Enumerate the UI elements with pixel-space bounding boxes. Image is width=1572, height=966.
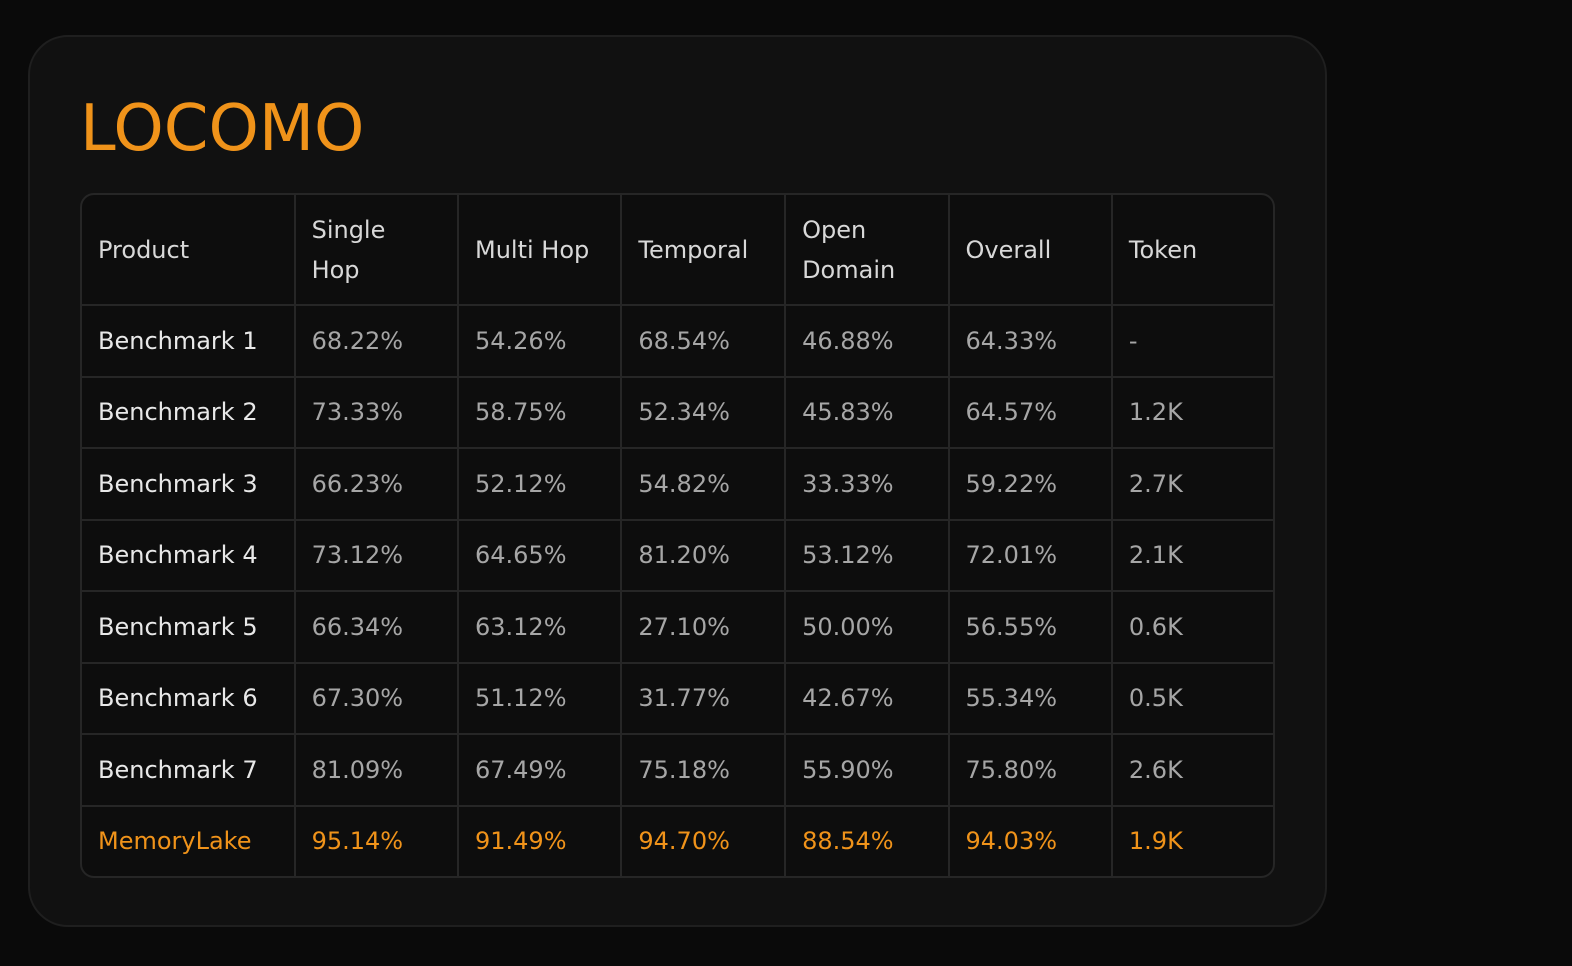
product-cell: Benchmark 4	[82, 520, 296, 592]
value-cell: 31.77%	[622, 663, 787, 735]
value-cell: 73.33%	[295, 377, 459, 449]
column-header: Temporal	[622, 195, 787, 306]
value-cell: 2.7K	[1112, 449, 1273, 521]
value-cell: 56.55%	[949, 592, 1113, 664]
value-cell: 54.26%	[458, 306, 623, 378]
value-cell: 81.20%	[622, 520, 787, 592]
product-cell: Benchmark 7	[82, 735, 296, 807]
table-row: Benchmark 3 66.23% 52.12% 54.82% 33.33% 59.22…	[82, 449, 1273, 521]
table-row: Benchmark 5 66.34% 63.12% 27.10% 50.00% 56.55…	[82, 592, 1273, 664]
column-header: Overall	[949, 195, 1113, 306]
table-row: Benchmark 6 67.30% 51.12% 31.77% 42.67% 55.34…	[82, 663, 1273, 735]
title: LOCOMO	[80, 92, 365, 166]
value-cell: 45.83%	[786, 377, 950, 449]
value-cell: 33.33%	[786, 449, 950, 521]
results-table: Product Single Hop Multi Hop Temporal Open D…	[80, 193, 1275, 878]
table-row: Benchmark 1 68.22% 54.26% 68.54% 46.88% 64.33…	[82, 306, 1273, 378]
value-cell: 1.9K	[1128, 827, 1183, 856]
value-cell: 52.34%	[622, 377, 787, 449]
column-header: Multi Hop	[458, 195, 623, 306]
value-cell: 58.75%	[458, 377, 623, 449]
value-cell: 68.22%	[295, 306, 459, 378]
value-cell: 75.18%	[622, 735, 787, 807]
value-cell: 63.12%	[458, 592, 623, 664]
value-cell: 1.2K	[1112, 378, 1273, 449]
value-cell: 0.6K	[1112, 592, 1273, 664]
value-cell: 66.23%	[295, 449, 459, 521]
value-cell: 55.90%	[786, 735, 950, 807]
value-cell: 46.88%	[786, 306, 950, 378]
value-cell: 0.5K	[1112, 664, 1273, 735]
header-row: Product Single Hop Multi Hop Temporal Open D…	[82, 195, 1273, 306]
product-cell: MemoryLake	[82, 806, 296, 876]
column-header: Open Domain	[786, 195, 950, 306]
product-cell: Benchmark 2	[82, 377, 296, 449]
value-cell: 66.34%	[295, 592, 459, 664]
value-cell: 27.10%	[622, 592, 787, 664]
value-cell: 42.67%	[786, 663, 950, 735]
column-header: Product	[82, 195, 296, 306]
value-cell: 91.49%	[459, 806, 623, 876]
value-cell: 81.09%	[295, 735, 459, 807]
product-cell: Benchmark 1	[82, 306, 296, 378]
value-cell: 52.12%	[458, 449, 623, 521]
value-cell: 54.82%	[622, 449, 787, 521]
value-cell: 55.34%	[949, 663, 1113, 735]
value-cell: 64.57%	[949, 377, 1113, 449]
product-cell: Benchmark 6	[82, 663, 296, 735]
value-cell: 59.22%	[949, 449, 1113, 521]
value-cell: 67.49%	[458, 735, 623, 807]
value-cell: 95.14%	[296, 806, 459, 876]
value-cell: 94.70%	[622, 806, 787, 876]
value-cell: 51.12%	[458, 663, 623, 735]
value-cell: -	[1112, 306, 1273, 378]
card: LOCOMO Product Single Hop Multi Hop Tempora…	[28, 35, 1327, 927]
value-cell: 94.03%	[950, 806, 1113, 876]
value-cell: 64.65%	[458, 520, 623, 592]
table-row: Benchmark 2 73.33% 58.75% 52.34% 45.83% 64.57…	[82, 377, 1273, 449]
table-row: Benchmark 7 81.09% 67.49% 75.18% 55.90% 75.80…	[82, 735, 1273, 807]
value-cell: 50.00%	[786, 592, 950, 664]
column-header: Token	[1112, 195, 1273, 306]
table-body: Benchmark 1 68.22% 54.26% 68.54% 46.88% 64.33…	[82, 306, 1273, 876]
value-cell: 53.12%	[786, 520, 950, 592]
table-row: MemoryLake 95.14% 91.49% 94.70% 88.54% 94.03%…	[82, 806, 1273, 876]
value-cell: 73.12%	[295, 520, 459, 592]
table-row: Benchmark 4 73.12% 64.65% 81.20% 53.12% 72.01…	[82, 520, 1273, 592]
product-cell: Benchmark 5	[82, 592, 296, 664]
product-cell: Benchmark 3	[82, 449, 296, 521]
value-cell: 72.01%	[949, 520, 1113, 592]
value-cell: 2.1K	[1112, 521, 1273, 592]
value-cell: 88.54%	[786, 806, 950, 876]
value-cell: 2.6K	[1112, 735, 1273, 807]
value-cell: 68.54%	[622, 306, 787, 378]
column-header: Single Hop	[295, 195, 459, 306]
value-cell: 64.33%	[949, 306, 1113, 378]
value-cell: 75.80%	[949, 735, 1113, 807]
value-cell: 67.30%	[295, 663, 459, 735]
